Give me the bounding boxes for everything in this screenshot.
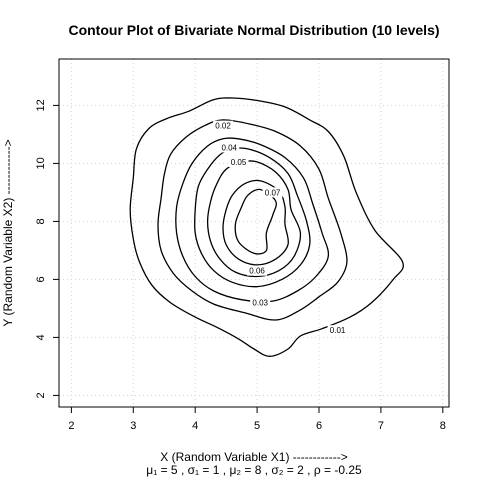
contour-labels: 0.01 0.02 0.03 0.04 0.05 0.06 0.07 — [213, 120, 348, 336]
y-tick-label: 2 — [35, 392, 47, 398]
contour-line-0-07 — [234, 188, 277, 255]
contour-label-background — [262, 187, 283, 198]
param-sigma1: σ₁ = 1 — [188, 463, 220, 477]
y-tick-label: 6 — [35, 276, 47, 282]
param-rho: ρ = -0.25 — [314, 463, 362, 477]
contour-line-0-01 — [129, 97, 404, 357]
y-tick-label: 8 — [35, 218, 47, 224]
contour-label-background — [213, 120, 234, 131]
contour-label: 0.02 — [215, 122, 231, 131]
contour-line-0-04 — [193, 147, 311, 288]
contour-label-background — [327, 325, 348, 336]
y-tick-label: 12 — [35, 99, 47, 111]
contour-line-0-05 — [206, 160, 302, 278]
contour-line-0-02 — [157, 119, 348, 321]
x-tick-label: 5 — [254, 420, 260, 432]
x-tick-label: 4 — [192, 420, 198, 432]
contour-label: 0.05 — [231, 158, 247, 167]
y-axis-label: Y (Random Variable X2) ------------> — [1, 139, 15, 326]
grid-lines — [59, 59, 449, 407]
contour-lines — [129, 97, 404, 357]
contour-label-background — [228, 156, 249, 167]
contour-label: 0.04 — [221, 143, 237, 152]
contour-line-0-03 — [175, 137, 330, 303]
contour-label: 0.01 — [330, 326, 346, 335]
contour-label: 0.03 — [252, 299, 268, 308]
contour-label-background — [250, 297, 271, 308]
x-tick-label: 2 — [68, 420, 74, 432]
contour-label: 0.07 — [265, 188, 281, 197]
x-tick-label: 6 — [316, 420, 322, 432]
param-sigma2: σ₂ = 2 — [271, 463, 304, 477]
x-axis: 2 3 4 5 6 7 8 — [68, 407, 446, 432]
y-tick-label: 4 — [35, 334, 47, 340]
contour-label: 0.06 — [249, 267, 265, 276]
chart-title: Contour Plot of Bivariate Normal Distrib… — [68, 22, 439, 38]
contour-line-0-06 — [222, 179, 290, 266]
plot-frame — [58, 58, 450, 408]
param-mu2: μ₂ = 8 — [229, 463, 261, 477]
x-tick-label: 8 — [440, 420, 446, 432]
x-tick-label: 3 — [130, 420, 136, 432]
param-mu1: μ₁ = 5 — [146, 463, 178, 477]
parameter-subtitle: μ₁ = 5 , σ₁ = 1 , μ₂ = 8 , σ₂ = 2 , ρ = … — [146, 463, 362, 477]
x-axis-label: X (Random Variable X1) ------------> — [160, 450, 347, 464]
y-tick-label: 10 — [35, 157, 47, 169]
x-tick-label: 7 — [378, 420, 384, 432]
contour-label-background — [219, 142, 240, 153]
contour-label-background — [247, 265, 268, 276]
y-axis: 2 4 6 8 10 12 — [35, 99, 59, 398]
